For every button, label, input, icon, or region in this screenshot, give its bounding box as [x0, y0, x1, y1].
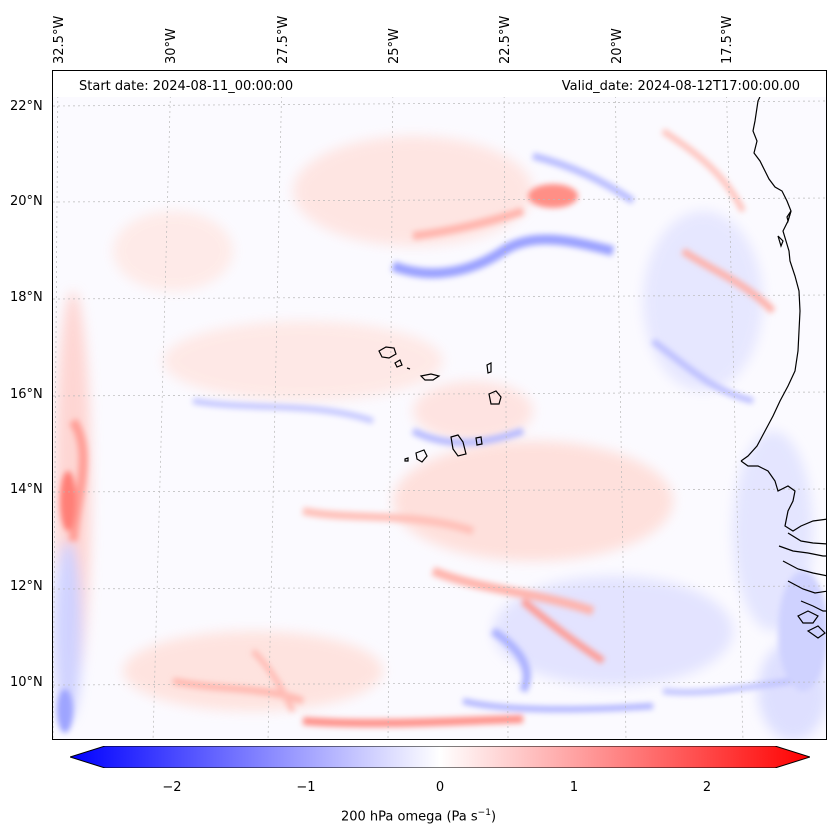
lon-label-25w: 25°W	[387, 28, 402, 64]
lon-label-17-5w: 17.5°W	[720, 15, 735, 64]
lon-label-22-5w: 22.5°W	[498, 15, 513, 64]
map-gridlines	[53, 71, 826, 739]
lat-label-14n: 14°N	[10, 482, 43, 497]
lat-label-10n: 10°N	[10, 675, 43, 690]
omega-field-map	[53, 71, 826, 739]
colorbar-label-close: )	[490, 809, 497, 825]
colorbar-tick-0: 0	[435, 780, 445, 795]
omega-features	[57, 128, 826, 733]
colorbar-body	[70, 746, 810, 768]
lon-label-30w: 30°W	[164, 28, 179, 64]
colorbar-label: 200 hPa omega (Pa s−1)	[0, 808, 837, 824]
colorbar	[70, 746, 810, 768]
colorbar-tick-1: 1	[569, 780, 579, 795]
lat-label-22n: 22°N	[10, 99, 43, 114]
lat-label-18n: 18°N	[10, 290, 43, 305]
colorbar-tick-2: 2	[702, 780, 712, 795]
colorbar-tick-neg1: −1	[296, 780, 316, 795]
valid-date-label: Valid_date: 2024-08-12T17:00:00.00	[558, 78, 803, 95]
african-coastline	[740, 71, 826, 639]
omega-broad-patches	[54, 136, 826, 739]
colorbar-label-main: 200 hPa omega (Pa s	[340, 809, 478, 825]
map-panel[interactable]	[52, 70, 827, 740]
colorbar-label-exponent: −1	[477, 808, 491, 818]
lon-label-32-5w: 32.5°W	[52, 15, 67, 64]
lat-label-20n: 20°N	[10, 194, 43, 209]
lat-label-12n: 12°N	[10, 579, 43, 594]
cape-verde-islands	[378, 346, 502, 463]
colorbar-tick-neg2: −2	[162, 780, 182, 795]
lon-label-27-5w: 27.5°W	[276, 15, 291, 64]
lat-label-16n: 16°N	[10, 387, 43, 402]
lon-label-20w: 20°W	[610, 28, 625, 64]
start-date-label: Start date: 2024-08-11_00:00:00	[76, 78, 297, 95]
